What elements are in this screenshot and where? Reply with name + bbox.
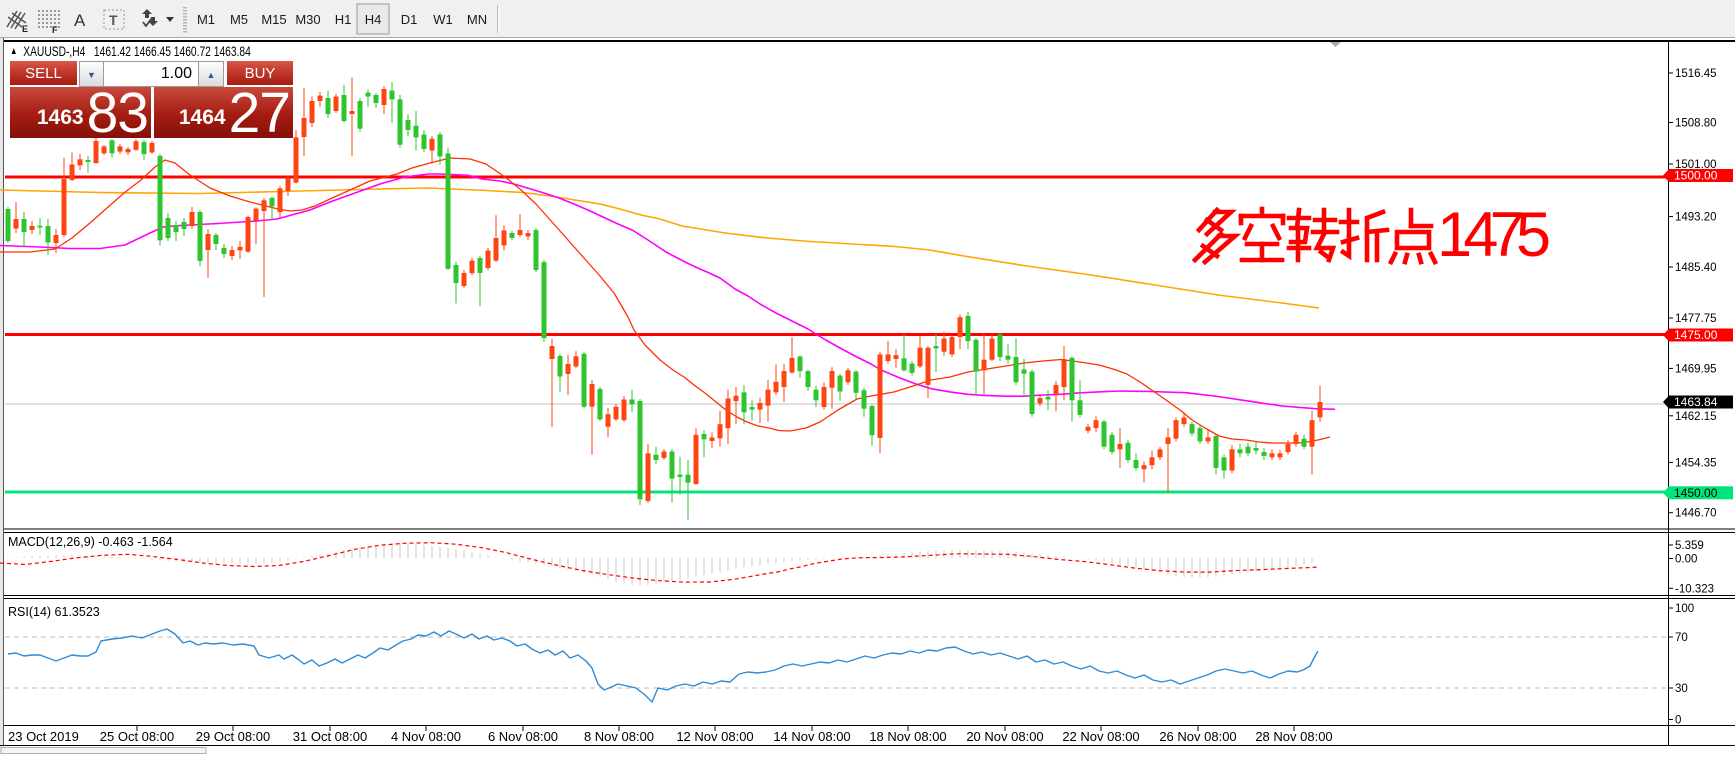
svg-text:100: 100 (1675, 603, 1694, 615)
svg-text:1475: 1475 (1437, 200, 1551, 270)
svg-text:1475.00: 1475.00 (1674, 328, 1718, 342)
svg-text:MN: MN (467, 12, 487, 27)
svg-text:0.00: 0.00 (1675, 554, 1697, 566)
svg-text:1469.95: 1469.95 (1675, 363, 1717, 375)
svg-text:18 Nov 08:00: 18 Nov 08:00 (869, 729, 946, 744)
svg-text:6 Nov 08:00: 6 Nov 08:00 (488, 729, 558, 744)
svg-text:1485.40: 1485.40 (1675, 262, 1717, 274)
svg-text:H4: H4 (365, 12, 382, 27)
svg-text:22 Nov 08:00: 22 Nov 08:00 (1062, 729, 1139, 744)
svg-text:W1: W1 (433, 12, 453, 27)
svg-text:30: 30 (1675, 683, 1688, 695)
svg-text:20 Nov 08:00: 20 Nov 08:00 (966, 729, 1043, 744)
svg-text:1454.35: 1454.35 (1675, 457, 1717, 469)
svg-text:RSI(14) 61.3523: RSI(14) 61.3523 (8, 605, 100, 619)
svg-text:8 Nov 08:00: 8 Nov 08:00 (584, 729, 654, 744)
svg-text:1446.70: 1446.70 (1675, 508, 1717, 520)
svg-text:A: A (74, 11, 86, 30)
svg-text:1450.00: 1450.00 (1674, 486, 1718, 500)
svg-text:M5: M5 (230, 12, 248, 27)
svg-text:M15: M15 (261, 12, 286, 27)
svg-text:1462.15: 1462.15 (1675, 411, 1717, 423)
svg-text:M30: M30 (295, 12, 320, 27)
svg-text:1477.75: 1477.75 (1675, 313, 1717, 325)
svg-text:5.359: 5.359 (1675, 540, 1704, 552)
svg-text:26 Nov 08:00: 26 Nov 08:00 (1159, 729, 1236, 744)
svg-text:T: T (109, 12, 118, 28)
svg-text:1508.80: 1508.80 (1675, 118, 1717, 130)
svg-text:1493.20: 1493.20 (1675, 212, 1717, 224)
svg-text:12 Nov 08:00: 12 Nov 08:00 (676, 729, 753, 744)
svg-text:4 Nov 08:00: 4 Nov 08:00 (391, 729, 461, 744)
svg-text:M1: M1 (197, 12, 215, 27)
svg-text:MACD(12,26,9) -0.463 -1.564: MACD(12,26,9) -0.463 -1.564 (8, 535, 173, 549)
svg-text:1463.84: 1463.84 (1674, 395, 1718, 409)
svg-text:F: F (52, 25, 58, 35)
svg-text:25 Oct 08:00: 25 Oct 08:00 (100, 729, 174, 744)
svg-text:-10.323: -10.323 (1675, 583, 1714, 595)
svg-text:1501.00: 1501.00 (1675, 159, 1717, 171)
svg-text:E: E (22, 24, 28, 34)
svg-text:29 Oct 08:00: 29 Oct 08:00 (196, 729, 270, 744)
svg-text:23 Oct 2019: 23 Oct 2019 (8, 729, 79, 744)
svg-text:70: 70 (1675, 632, 1688, 644)
svg-text:1500.00: 1500.00 (1674, 169, 1718, 183)
svg-text:31 Oct 08:00: 31 Oct 08:00 (293, 729, 367, 744)
svg-text:D1: D1 (401, 12, 418, 27)
svg-text:0: 0 (1675, 715, 1681, 727)
svg-text:28 Nov 08:00: 28 Nov 08:00 (1255, 729, 1332, 744)
svg-text:14 Nov 08:00: 14 Nov 08:00 (773, 729, 850, 744)
svg-text:H1: H1 (335, 12, 352, 27)
svg-text:1516.45: 1516.45 (1675, 68, 1717, 80)
